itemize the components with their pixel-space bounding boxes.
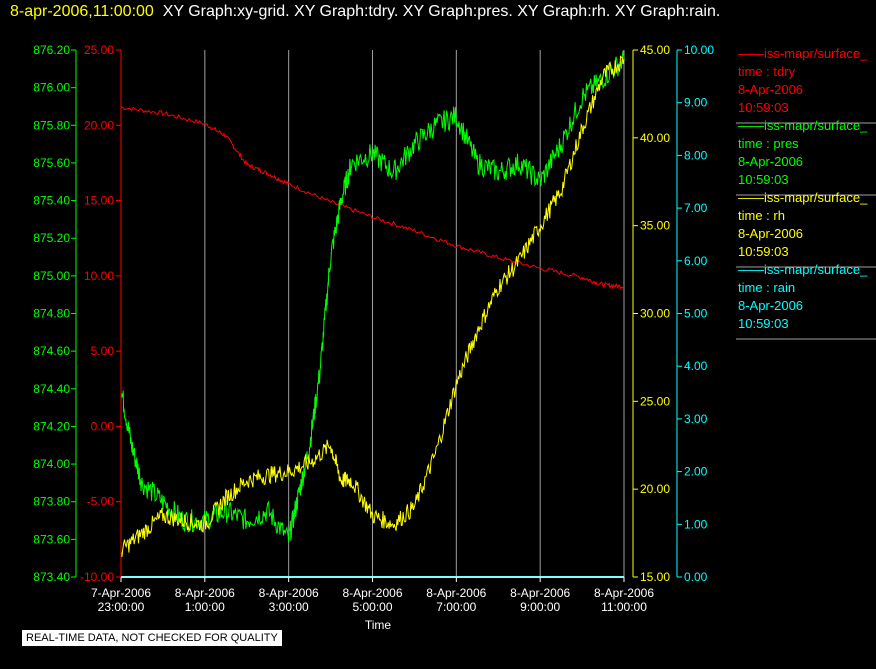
x-tick-label-time: 23:00:00 xyxy=(98,600,145,614)
legend-date: 8-Apr-2006 xyxy=(738,154,803,169)
rain-tick-label: 2.00 xyxy=(684,465,708,479)
pres-tick-label: 874.40 xyxy=(33,382,70,396)
pres-series-line xyxy=(120,50,625,542)
legend-field: time : rh xyxy=(738,208,785,223)
rain-tick-label: 0.00 xyxy=(684,570,708,584)
pres-tick-label: 874.80 xyxy=(33,307,70,321)
x-tick-label-time: 3:00:00 xyxy=(269,600,309,614)
rh-series-line xyxy=(120,55,625,557)
legend-date: 8-Apr-2006 xyxy=(738,82,803,97)
legend-series-name: ——iss-mapr/surface_ xyxy=(738,118,868,133)
tdry-tick-label: 5.00 xyxy=(91,344,115,358)
rain-tick-label: 7.00 xyxy=(684,201,708,215)
tdry-tick-label: 15.00 xyxy=(84,194,114,208)
x-tick-label-date: 8-Apr-2006 xyxy=(510,586,570,600)
legend-field: time : pres xyxy=(738,136,799,151)
grid-lines xyxy=(204,50,625,577)
tdry-tick-label: 20.00 xyxy=(84,118,114,132)
tdry-tick-label: 0.00 xyxy=(91,419,115,433)
x-tick-label-time: 9:00:00 xyxy=(520,600,560,614)
x-tick-label-time: 1:00:00 xyxy=(185,600,225,614)
legend-field: time : tdry xyxy=(738,64,796,79)
pres-tick-label: 875.20 xyxy=(33,231,70,245)
legend-series-name: ——iss-mapr/surface_ xyxy=(738,190,868,205)
header-timestamp: 8-apr-2006,11:00:00 xyxy=(10,3,154,20)
axes: 7-Apr-200623:00:008-Apr-20061:00:008-Apr… xyxy=(33,43,714,614)
x-tick-label-date: 8-Apr-2006 xyxy=(175,586,235,600)
rain-tick-label: 4.00 xyxy=(684,359,708,373)
rain-tick-label: 9.00 xyxy=(684,96,708,110)
header-graph-list: XY Graph:xy-grid. XY Graph:tdry. XY Grap… xyxy=(162,3,721,20)
legend-time: 10:59:03 xyxy=(738,172,789,187)
pres-tick-label: 874.20 xyxy=(33,419,70,433)
rain-tick-label: 6.00 xyxy=(684,254,708,268)
rh-tick-label: 30.00 xyxy=(640,307,670,321)
pres-tick-label: 875.40 xyxy=(33,194,70,208)
x-tick-label-date: 8-Apr-2006 xyxy=(594,586,654,600)
x-axis-label: Time xyxy=(365,618,392,632)
rain-tick-label: 5.00 xyxy=(684,307,708,321)
rh-tick-label: 35.00 xyxy=(640,219,670,233)
pres-tick-label: 873.80 xyxy=(33,495,70,509)
tdry-tick-label: -10.00 xyxy=(80,570,114,584)
pres-tick-label: 873.40 xyxy=(33,570,70,584)
legend-series-name: ——iss-mapr/surface_ xyxy=(738,46,868,61)
rain-tick-label: 8.00 xyxy=(684,148,708,162)
x-tick-label-date: 8-Apr-2006 xyxy=(426,586,486,600)
rain-tick-label: 3.00 xyxy=(684,412,708,426)
legend: ——iss-mapr/surface_time : tdry8-Apr-2006… xyxy=(736,46,876,340)
pres-tick-label: 874.60 xyxy=(33,344,70,358)
legend-time: 10:59:03 xyxy=(738,316,789,331)
legend-date: 8-Apr-2006 xyxy=(738,226,803,241)
legend-time: 10:59:03 xyxy=(738,244,789,259)
rh-tick-label: 45.00 xyxy=(640,43,670,57)
tdry-tick-label: 10.00 xyxy=(84,269,114,283)
rh-tick-label: 20.00 xyxy=(640,482,670,496)
header: 8-apr-2006,11:00:00 XY Graph:xy-grid. XY… xyxy=(10,3,720,21)
rh-tick-label: 25.00 xyxy=(640,394,670,408)
tdry-tick-label: 25.00 xyxy=(84,43,114,57)
rh-tick-label: 15.00 xyxy=(640,570,670,584)
x-tick-label-date: 8-Apr-2006 xyxy=(259,586,319,600)
pres-tick-label: 876.20 xyxy=(33,43,70,57)
pres-tick-label: 876.00 xyxy=(33,81,70,95)
pres-tick-label: 875.00 xyxy=(33,269,70,283)
quality-disclaimer: REAL-TIME DATA, NOT CHECKED FOR QUALITY xyxy=(22,630,282,646)
legend-series-name: ——iss-mapr/surface_ xyxy=(738,262,868,277)
pres-tick-label: 875.80 xyxy=(33,118,70,132)
legend-field: time : rain xyxy=(738,280,795,295)
x-tick-label-time: 5:00:00 xyxy=(352,600,392,614)
rain-tick-label: 10.00 xyxy=(684,43,714,57)
rain-tick-label: 1.00 xyxy=(684,517,708,531)
tdry-series-line xyxy=(120,106,625,290)
pres-tick-label: 875.60 xyxy=(33,156,70,170)
x-tick-label-time: 11:00:00 xyxy=(601,600,647,614)
legend-time: 10:59:03 xyxy=(738,100,789,115)
legend-date: 8-Apr-2006 xyxy=(738,298,803,313)
x-tick-label-date: 7-Apr-2006 xyxy=(91,586,151,600)
pres-tick-label: 874.00 xyxy=(33,457,70,471)
tdry-tick-label: -5.00 xyxy=(87,495,115,509)
x-tick-label-time: 7:00:00 xyxy=(436,600,476,614)
x-tick-label-date: 8-Apr-2006 xyxy=(342,586,402,600)
pres-tick-label: 873.60 xyxy=(33,532,70,546)
rh-tick-label: 40.00 xyxy=(640,131,670,145)
